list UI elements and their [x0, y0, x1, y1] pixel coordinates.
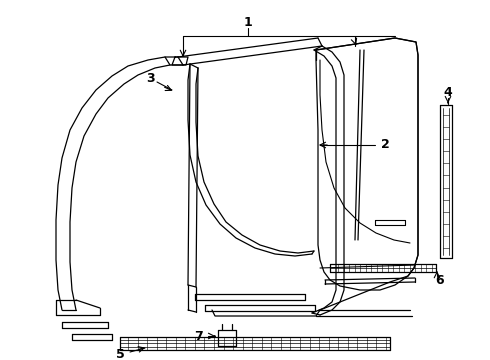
Text: 7: 7	[194, 329, 202, 342]
Text: 2: 2	[381, 139, 390, 152]
Text: 4: 4	[443, 85, 452, 99]
Text: 5: 5	[116, 348, 124, 360]
Text: 1: 1	[244, 15, 252, 28]
Text: 6: 6	[436, 274, 444, 287]
Text: 3: 3	[146, 72, 154, 85]
